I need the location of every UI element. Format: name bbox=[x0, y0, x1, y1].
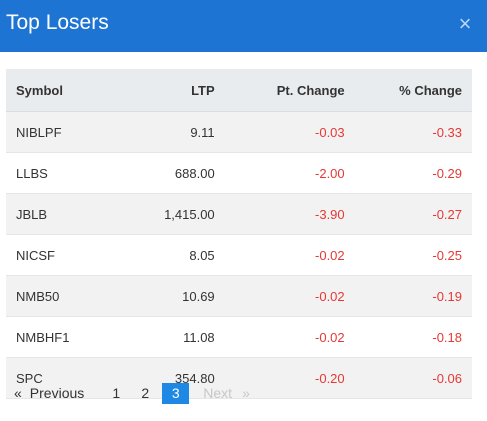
cell-ltp: 9.11 bbox=[115, 111, 216, 153]
cell-symbol[interactable]: NIBLPF bbox=[6, 111, 116, 153]
cell-symbol[interactable]: SPC bbox=[6, 357, 116, 399]
cell-pct-change: -0.18 bbox=[345, 316, 472, 358]
table-row: LLBS 688.00 -2.00 -0.29 bbox=[6, 152, 472, 194]
table-row: NMBHF1 11.08 -0.02 -0.18 bbox=[6, 316, 472, 358]
cell-pct-change: -0.06 bbox=[345, 357, 472, 399]
cell-pt-change: -0.02 bbox=[215, 316, 346, 358]
previous-button[interactable]: Previous bbox=[29, 385, 85, 401]
cell-ltp: 11.08 bbox=[115, 316, 216, 358]
table-row: JBLB 1,415.00 -3.90 -0.27 bbox=[6, 193, 472, 235]
previous-arrow-icon[interactable]: « bbox=[14, 385, 22, 401]
table-row: SPC 354.80 -0.20 -0.06 bbox=[6, 357, 472, 399]
column-header-pct-change[interactable]: % Change bbox=[345, 69, 472, 112]
cell-pt-change: -3.90 bbox=[215, 193, 346, 235]
cell-pt-change: -0.03 bbox=[215, 111, 346, 153]
modal-title: Top Losers bbox=[6, 11, 109, 34]
cell-pct-change: -0.19 bbox=[345, 275, 472, 317]
cell-symbol[interactable]: NMBHF1 bbox=[6, 316, 116, 358]
column-header-symbol[interactable]: Symbol bbox=[6, 69, 116, 112]
page-button-2[interactable]: 2 bbox=[141, 385, 150, 401]
next-arrow-icon[interactable]: » bbox=[242, 385, 250, 401]
table-row: NIBLPF 9.11 -0.03 -0.33 bbox=[6, 111, 472, 153]
cell-symbol[interactable]: LLBS bbox=[6, 152, 116, 194]
cell-pt-change: -0.02 bbox=[215, 234, 346, 276]
page-button-3-active[interactable]: 3 bbox=[162, 382, 190, 404]
cell-ltp: 688.00 bbox=[115, 152, 216, 194]
close-icon[interactable]: × bbox=[458, 11, 472, 36]
table-row: NICSF 8.05 -0.02 -0.25 bbox=[6, 234, 472, 276]
cell-pct-change: -0.29 bbox=[345, 152, 472, 194]
cell-pt-change: -0.02 bbox=[215, 275, 346, 317]
cell-pt-change: -0.20 bbox=[215, 357, 346, 399]
cell-pct-change: -0.33 bbox=[345, 111, 472, 153]
cell-symbol[interactable]: NICSF bbox=[6, 234, 116, 276]
cell-pct-change: -0.25 bbox=[345, 234, 472, 276]
top-losers-table: Symbol LTP Pt. Change % Change NIBLPF 9.… bbox=[6, 69, 472, 399]
pagination: « Previous 1 2 3 Next » bbox=[10, 382, 250, 404]
column-header-ltp[interactable]: LTP bbox=[115, 69, 216, 112]
column-header-pt-change[interactable]: Pt. Change bbox=[215, 69, 346, 112]
page-button-1[interactable]: 1 bbox=[112, 385, 121, 401]
cell-ltp: 10.69 bbox=[115, 275, 216, 317]
cell-pt-change: -2.00 bbox=[215, 152, 346, 194]
next-button[interactable]: Next bbox=[203, 385, 233, 401]
cell-pct-change: -0.27 bbox=[345, 193, 472, 235]
cell-ltp: 1,415.00 bbox=[115, 193, 216, 235]
cell-symbol[interactable]: NMB50 bbox=[6, 275, 116, 317]
modal-header: Top Losers × bbox=[0, 0, 487, 52]
table-row: NMB50 10.69 -0.02 -0.19 bbox=[6, 275, 472, 317]
cell-symbol[interactable]: JBLB bbox=[6, 193, 116, 235]
table-header-row: Symbol LTP Pt. Change % Change bbox=[6, 69, 472, 112]
cell-ltp: 8.05 bbox=[115, 234, 216, 276]
